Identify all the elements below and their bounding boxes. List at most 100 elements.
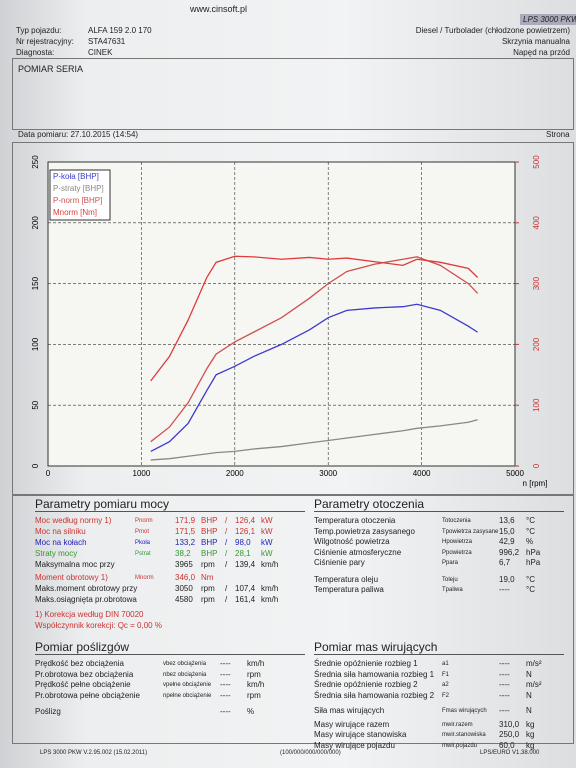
table-value: 250,0	[499, 730, 520, 739]
table-symbol: Ppara	[442, 560, 459, 566]
table-label: Średnie opóźnienie rozbieg 1	[314, 659, 418, 668]
table-label: Moc według normy 1)	[35, 516, 112, 525]
series-line	[150, 419, 478, 461]
table-label: Ciśnienie atmosferyczne	[314, 547, 402, 557]
table-label: Siła mas wirujących	[314, 706, 385, 715]
table-sep: /	[225, 527, 228, 536]
table-unit: rpm	[247, 669, 261, 679]
table-label: Maks.osiągnięta pr.obrotowa	[35, 595, 137, 604]
table-unit: %	[247, 707, 255, 716]
table-symbol: vbez obciążenia	[163, 661, 207, 667]
series-line	[150, 303, 478, 452]
vehicle-value: ALFA 159 2.0 170	[88, 26, 152, 35]
measurement: POMIAR SERIA	[18, 64, 84, 74]
table-symbol: Tpowietrza zasysane	[442, 528, 499, 535]
table-symbol: mwir.pojazdu	[442, 742, 478, 749]
table-unit: rpm	[201, 595, 215, 604]
y-tick-label: 200	[31, 216, 40, 230]
table-unit2: kW	[261, 516, 273, 525]
table-value: ----	[220, 659, 231, 668]
table-unit2: km/h	[261, 560, 279, 569]
table-sep: /	[225, 584, 228, 593]
table-value: 171,5	[175, 527, 196, 536]
table-label: Temp.powietrza zasysanego	[314, 526, 415, 536]
table-unit: kg	[526, 740, 535, 750]
table-label: Temperatura oleju	[314, 574, 379, 584]
table-symbol: Totoczenia	[442, 518, 471, 524]
table-value2: 107,4	[235, 584, 256, 593]
table-label: Maksymalna moc przy	[35, 560, 115, 569]
table-label: Masy wirujące razem	[314, 719, 390, 729]
table-symbol: npełne obciążenie	[163, 692, 212, 699]
table-value: ----	[220, 707, 231, 716]
table-value2: 126,4	[235, 516, 256, 525]
tables-box	[12, 494, 574, 744]
table-symbol: Pnorm	[135, 518, 153, 524]
table-value: 38,2	[175, 549, 191, 558]
table-value: ----	[220, 669, 231, 679]
table-value: 3050	[175, 584, 193, 593]
series-line	[150, 255, 479, 382]
section-title: Pomiar mas wirujących	[314, 640, 564, 655]
table-symbol: a1	[442, 661, 449, 667]
site: www.cinsoft.pl	[190, 4, 248, 14]
y-tick-label: 0	[31, 463, 40, 468]
table-sep: /	[225, 595, 228, 604]
table-unit: BHP	[201, 527, 218, 536]
table-unit: m/s²	[526, 680, 542, 689]
table-unit: °C	[526, 526, 535, 536]
table-value: ----	[499, 680, 510, 689]
table-value2: 98,0	[235, 538, 251, 547]
table-label: Temperatura otoczenia	[314, 516, 396, 525]
table-symbol: F2	[442, 692, 450, 699]
table-label: Średnia siła hamowania rozbieg 2	[314, 690, 435, 700]
table-label: Temperatura paliwa	[314, 585, 384, 594]
table-unit2: kW	[261, 549, 273, 558]
table-value: ----	[499, 690, 510, 700]
legend-entry: P-koła [BHP]	[53, 172, 99, 181]
y-tick-label: 100	[31, 337, 40, 351]
legend-entry: P-norm [BHP]	[53, 196, 102, 205]
table-value: 3965	[175, 560, 193, 569]
footer: (100/000/000/000/000)	[280, 750, 341, 756]
legend-entry: P-straty [BHP]	[53, 184, 104, 193]
table-label: Współczynnik korekcji: Qc = 0,00 %	[35, 621, 162, 630]
table-symbol: Pstrat	[135, 551, 151, 557]
table-symbol: vpełne obciążenie	[163, 682, 212, 688]
y-tick-label: 50	[31, 400, 40, 409]
table-label: Moc na kołach	[35, 538, 87, 547]
measurement-box	[12, 58, 574, 130]
table-sep: /	[225, 560, 228, 569]
table-symbol: a2	[442, 682, 449, 688]
table-label: Wilgotność powietrza	[314, 537, 390, 546]
section-title: Parametry pomiaru mocy	[35, 497, 305, 512]
table-value: 6,7	[499, 558, 511, 567]
table-symbol: mwir.stanowiska	[442, 732, 486, 738]
table-sep: /	[225, 516, 228, 525]
table-value: 346,0	[175, 573, 196, 582]
table-symbol: Toleju	[442, 576, 458, 583]
engine-info: Napęd na przód	[513, 48, 570, 57]
table-value: 4580	[175, 595, 193, 604]
table-unit2: kW	[261, 538, 273, 547]
table-label: Prędkość pełne obciążenie	[35, 680, 131, 689]
y2-tick-label: 200	[532, 337, 541, 351]
table-value: ----	[499, 585, 510, 594]
table-sep: /	[225, 549, 228, 558]
table-value: 310,0	[499, 719, 520, 729]
table-unit: kg	[526, 719, 535, 729]
table-symbol: Mnorm	[135, 575, 154, 581]
table-value2: 161,4	[235, 595, 256, 604]
table-unit: BHP	[201, 516, 218, 525]
table-symbol: Tpaliwa	[442, 587, 463, 593]
table-value: 133,2	[175, 538, 196, 547]
y2-tick-label: 0	[532, 463, 541, 468]
engine-info: Skrzynia manualna	[501, 37, 570, 46]
table-unit: °C	[526, 516, 535, 525]
table-value: 19,0	[499, 574, 515, 584]
table-unit: rpm	[201, 560, 215, 569]
table-label: Prędkość bez obciążenia	[35, 659, 124, 668]
legend	[49, 169, 111, 221]
table-unit: BHP	[201, 549, 218, 558]
